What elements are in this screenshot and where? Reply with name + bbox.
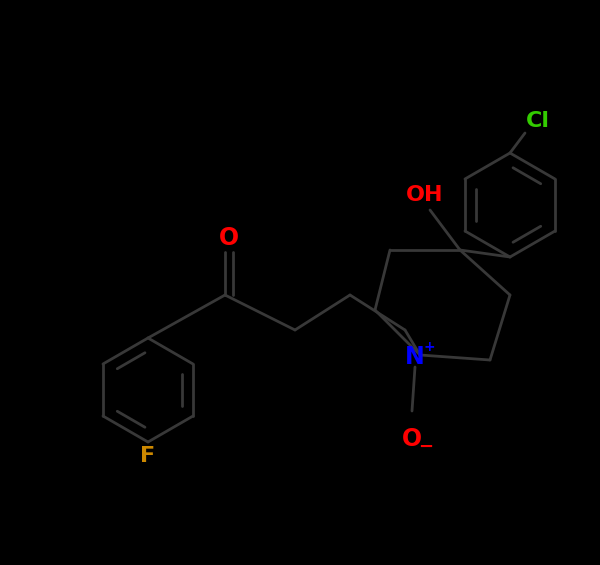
Text: OH: OH [406, 185, 444, 205]
Text: O: O [219, 226, 239, 250]
Text: −: − [418, 438, 434, 456]
Text: O: O [402, 427, 422, 451]
Text: F: F [140, 446, 155, 466]
Text: +: + [423, 340, 435, 354]
Text: Cl: Cl [526, 111, 550, 131]
Text: N: N [405, 345, 425, 369]
